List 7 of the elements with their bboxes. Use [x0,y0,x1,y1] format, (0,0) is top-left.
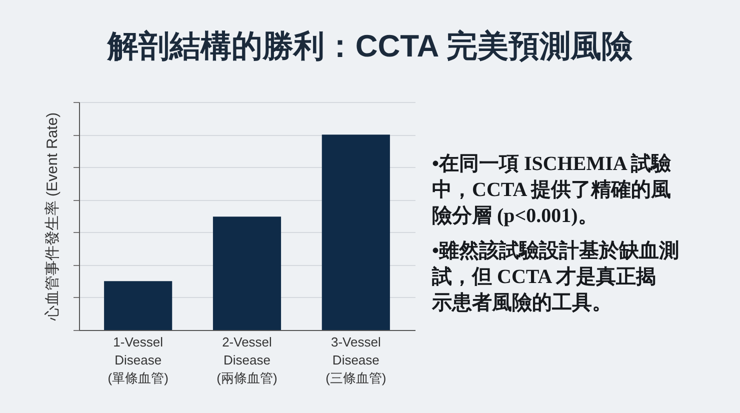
x-tick-label: 3-Vessel Disease (三條血管) [326,334,386,386]
text: •雖然該試驗設計基於缺血測試，但 CCTA 才是真正揭示患者風險的工具。 [431,239,680,314]
x-tick-label: 1-Vessel Disease (單條血管) [108,334,168,386]
chart-title: 解剖結構的勝利：CCTA 完美預測風險 [106,28,633,64]
text: •在同一項 ISCHEMIA 試驗中，CCTA 提供了精確的風險分層 (p<0.001)。 [432,152,672,227]
x-tick-label: 2-Vessel Disease (兩條血管) [216,334,278,386]
y-axis-title: 心血管事件發生率 (Event Rate) [44,112,61,322]
